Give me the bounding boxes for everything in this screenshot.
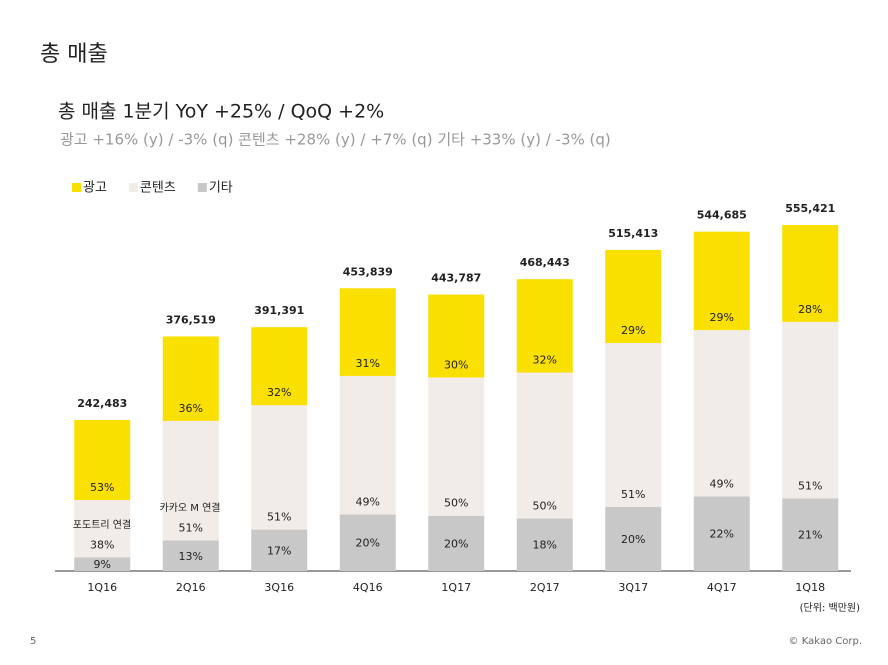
- segment-label: 51%: [621, 488, 645, 501]
- segment-label: 32%: [533, 354, 557, 367]
- bar-segment: [516, 279, 573, 373]
- total-label: 242,483: [77, 397, 127, 410]
- bar-segment: [74, 419, 131, 501]
- bar-segment: [74, 500, 131, 558]
- x-tick-label: 1Q17: [441, 581, 471, 594]
- x-tick-label: 4Q16: [353, 581, 383, 594]
- segment-label: 20%: [356, 537, 380, 550]
- x-tick-label: 4Q17: [707, 581, 737, 594]
- chart-subtitle: 광고 +16% (y) / -3% (q) 콘텐츠 +28% (y) / +7%…: [60, 131, 611, 149]
- segment-label: 17%: [267, 544, 291, 557]
- bar-segment: [782, 321, 839, 499]
- legend-swatch: [128, 183, 138, 192]
- legend-label: 광고: [83, 181, 107, 196]
- bar-segment: [605, 506, 662, 571]
- bar-segment: [516, 372, 573, 519]
- total-label: 453,839: [343, 265, 393, 278]
- total-label: 391,391: [254, 304, 304, 317]
- bar-segment: [428, 294, 485, 378]
- x-tick-label: 1Q16: [87, 581, 117, 594]
- bar-segment: [693, 231, 750, 331]
- bar-segment: [251, 529, 308, 571]
- segment-label: 51%: [798, 479, 822, 492]
- segment-label: 20%: [621, 533, 645, 546]
- segment-label: 30%: [444, 358, 468, 371]
- legend-swatch: [72, 183, 81, 192]
- x-tick-label: 3Q17: [618, 581, 648, 594]
- page-number: 5: [30, 636, 36, 647]
- total-label: 555,421: [785, 202, 835, 215]
- segment-label: 49%: [356, 495, 380, 508]
- x-tick-label: 1Q18: [795, 581, 825, 594]
- segment-label: 51%: [179, 522, 203, 535]
- bar-segment: [516, 518, 573, 571]
- segment-label: 28%: [798, 303, 822, 316]
- segment-label: 22%: [710, 528, 734, 541]
- total-label: 376,519: [166, 313, 216, 326]
- legend-label: 콘텐츠: [140, 181, 176, 196]
- segment-label: 31%: [356, 357, 380, 370]
- x-tick-label: 2Q16: [176, 581, 206, 594]
- total-label: 468,443: [520, 256, 570, 269]
- segment-label: 29%: [621, 324, 645, 337]
- x-tick-label: 3Q16: [264, 581, 294, 594]
- bar-segment: [339, 375, 396, 515]
- bar-segment: [339, 514, 396, 571]
- segment-label: 50%: [533, 499, 557, 512]
- annotation: 카카오 M 연결: [160, 502, 221, 514]
- bar-segment: [693, 496, 750, 571]
- copyright: © Kakao Corp.: [789, 636, 862, 647]
- segment-label: 29%: [710, 311, 734, 324]
- segment-label: 18%: [533, 539, 557, 552]
- legend-swatch: [197, 183, 207, 192]
- bar-segment: [782, 498, 839, 571]
- bar-segment: [74, 557, 131, 571]
- bar-segment: [162, 420, 219, 541]
- bar-segment: [428, 377, 485, 516]
- bar-segment: [605, 343, 662, 507]
- total-label: 443,787: [431, 272, 481, 285]
- bar-segment: [162, 540, 219, 571]
- total-label: 544,685: [697, 209, 747, 222]
- total-label: 515,413: [608, 227, 658, 240]
- bar-segment: [428, 515, 485, 571]
- unit-note: (단위: 백만원): [800, 601, 860, 614]
- segment-label: 50%: [444, 497, 468, 510]
- segment-label: 53%: [90, 481, 114, 494]
- segment-label: 49%: [710, 477, 734, 490]
- bar-segment: [605, 249, 662, 344]
- segment-label: 51%: [267, 511, 291, 524]
- segment-label: 38%: [90, 538, 114, 551]
- bar-segment: [782, 225, 839, 322]
- x-tick-label: 2Q17: [530, 581, 560, 594]
- bar-segment: [251, 327, 308, 406]
- segment-label: 20%: [444, 537, 468, 550]
- chart-title: 총 매출 1분기 YoY +25% / QoQ +2%: [58, 101, 384, 123]
- legend-label: 기타: [209, 181, 233, 196]
- segment-label: 32%: [267, 386, 291, 399]
- segment-label: 36%: [179, 402, 203, 415]
- bar-segment: [339, 288, 396, 376]
- bar-segment: [162, 336, 219, 421]
- page-title: 총 매출: [40, 42, 108, 67]
- segment-label: 9%: [94, 558, 111, 571]
- annotation: 포도트리 연결: [73, 519, 131, 531]
- bar-segment: [251, 405, 308, 530]
- bar-segment: [693, 330, 750, 497]
- segment-label: 13%: [179, 550, 203, 563]
- segment-label: 21%: [798, 529, 822, 542]
